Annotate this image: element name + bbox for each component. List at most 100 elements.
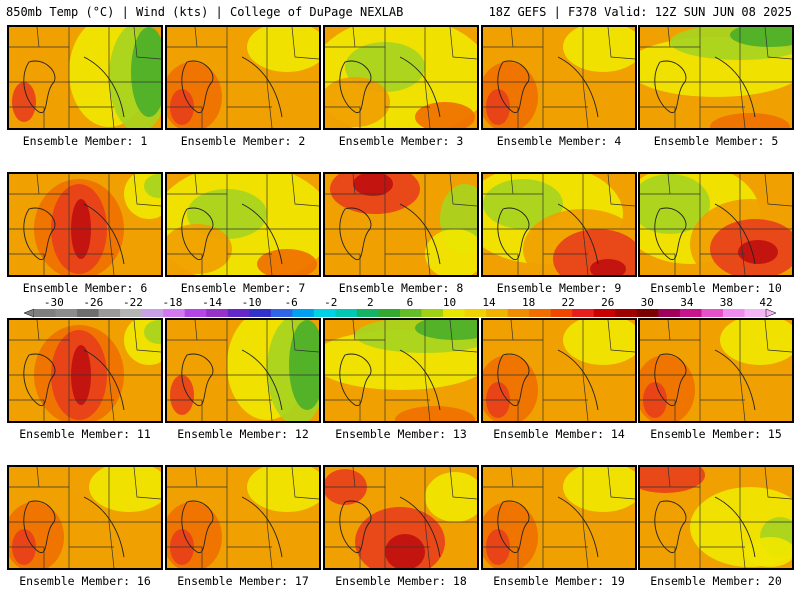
state-border (266, 374, 273, 421)
colorbar-right-arrow (765, 308, 777, 318)
colorbar-swatch (400, 309, 423, 317)
colorbar-tick-label: 14 (482, 296, 496, 309)
member-label: Ensemble Member: 20 (650, 574, 782, 588)
ensemble-member-panel: Ensemble Member: 18 (323, 465, 479, 588)
map-svg (325, 27, 477, 128)
map-svg (325, 467, 477, 568)
terrain-contour (497, 207, 530, 261)
terrain-contour (339, 353, 372, 407)
ensemble-member-panel: Ensemble Member: 11 (7, 318, 163, 441)
map-svg (325, 174, 477, 275)
state-border (194, 320, 198, 341)
state-border (764, 467, 792, 500)
terrain-contour (654, 207, 687, 261)
temperature-region (710, 113, 790, 128)
colorbar-swatch (34, 309, 57, 317)
member-label: Ensemble Member: 9 (496, 281, 622, 295)
colorbar-tick-label: -22 (123, 296, 143, 309)
state-border (108, 374, 115, 421)
member-label: Ensemble Member: 19 (493, 574, 625, 588)
terrain-contour (241, 496, 283, 558)
temperature-colorbar: -30 -26 -22 -18 -14 -10 -6 -2 2 6 10 14 18 22 26 30 34 38… (6, 296, 794, 320)
state-border (764, 27, 792, 60)
ensemble-member-panel: Ensemble Member: 1 (7, 25, 163, 148)
colorbar-swatch (98, 309, 121, 317)
temperature-region (353, 174, 393, 196)
terrain-contour (497, 500, 530, 554)
state-border (640, 253, 676, 275)
state-border (325, 546, 361, 568)
colorbar-swatch (744, 309, 767, 317)
map-svg (167, 467, 319, 568)
member-label: Ensemble Member: 6 (22, 281, 148, 295)
temperature-region (640, 174, 710, 234)
state-border (449, 27, 477, 60)
temperature-region (325, 77, 390, 127)
state-border (108, 521, 115, 568)
colorbar-swatch (184, 309, 207, 317)
terrain-contour (557, 56, 599, 118)
temperature-region (590, 259, 626, 275)
terrain-contour (399, 203, 441, 265)
terrain-contour (241, 56, 283, 118)
state-border (352, 467, 356, 488)
state-border (36, 27, 40, 48)
temperature-region (12, 82, 36, 122)
terrain-contour (181, 500, 214, 554)
member-label: Ensemble Member: 12 (177, 427, 309, 441)
map-svg (9, 467, 161, 568)
map-svg (9, 27, 161, 128)
terrain-contour (181, 207, 214, 261)
colorbar-swatch (658, 309, 681, 317)
state-border (36, 174, 40, 195)
temperature-map (323, 465, 479, 570)
state-border (483, 253, 519, 275)
terrain-contour (83, 203, 125, 265)
member-label: Ensemble Member: 3 (338, 134, 464, 148)
colorbar-swatch (701, 309, 724, 317)
terrain-contour (83, 496, 125, 558)
model-valid-time: 18Z GEFS | F378 Valid: 12Z SUN JUN 08 20… (488, 5, 792, 19)
temperature-region (385, 534, 425, 568)
terrain-contour (399, 349, 441, 411)
temperature-map (323, 318, 479, 423)
temperature-region (144, 320, 161, 344)
chart-title: 850mb Temp (°C) | Wind (kts) | College o… (6, 5, 404, 19)
ensemble-member-panel: Ensemble Member: 7 (165, 172, 321, 295)
colorbar-swatch (572, 309, 595, 317)
map-svg (325, 320, 477, 421)
state-border (9, 253, 45, 275)
temperature-region (720, 320, 792, 365)
colorbar-tick-label: 30 (641, 296, 654, 309)
terrain-contour (714, 203, 756, 265)
member-label: Ensemble Member: 15 (650, 427, 782, 441)
colorbar-swatch (464, 309, 487, 317)
state-border (167, 399, 203, 421)
temperature-region (247, 27, 319, 72)
colorbar-tick-label: -14 (202, 296, 222, 309)
member-label: Ensemble Member: 10 (650, 281, 782, 295)
temperature-region (89, 467, 161, 512)
terrain-contour (714, 349, 756, 411)
temperature-map (323, 172, 479, 277)
colorbar-tick-label: -26 (83, 296, 103, 309)
state-border (266, 521, 273, 568)
member-label: Ensemble Member: 7 (180, 281, 306, 295)
state-border (108, 228, 115, 275)
state-border (325, 253, 361, 275)
temperature-map (481, 318, 637, 423)
colorbar-swatch (77, 309, 100, 317)
state-border (582, 374, 589, 421)
state-border (510, 27, 514, 48)
state-border (133, 174, 161, 207)
colorbar-swatch (593, 309, 616, 317)
colorbar-tick-label: -2 (324, 296, 337, 309)
state-border (167, 546, 203, 568)
temperature-region (730, 27, 792, 47)
temperature-map (481, 465, 637, 570)
temperature-region (170, 375, 194, 415)
temperature-map (165, 172, 321, 277)
state-border (739, 374, 746, 421)
state-border (9, 106, 45, 128)
colorbar-tick-label: -30 (44, 296, 64, 309)
